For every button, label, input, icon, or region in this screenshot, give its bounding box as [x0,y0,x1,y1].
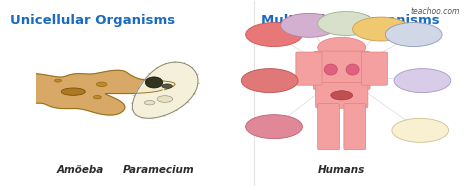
Circle shape [55,79,62,82]
FancyBboxPatch shape [296,52,322,85]
Circle shape [246,115,302,139]
Text: teachoo.com: teachoo.com [410,7,459,16]
Text: Amöeba: Amöeba [56,165,103,174]
Circle shape [281,13,337,37]
Ellipse shape [146,77,163,88]
FancyBboxPatch shape [361,52,388,85]
Text: Paramecium: Paramecium [123,165,194,174]
Circle shape [246,23,302,47]
Circle shape [318,12,374,36]
FancyBboxPatch shape [316,82,368,108]
Circle shape [353,17,410,41]
Circle shape [157,96,173,102]
Ellipse shape [324,64,337,75]
Ellipse shape [346,64,359,75]
Polygon shape [0,70,175,115]
Polygon shape [132,62,198,118]
Text: Multicellular Organisms: Multicellular Organisms [261,14,440,27]
Circle shape [162,84,173,88]
FancyBboxPatch shape [313,51,370,90]
Text: Humans: Humans [318,165,365,174]
Circle shape [392,118,448,142]
Circle shape [318,37,365,58]
FancyBboxPatch shape [318,104,339,150]
Circle shape [241,69,298,93]
Text: Unicellular Organisms: Unicellular Organisms [10,14,175,27]
Circle shape [394,69,451,93]
Ellipse shape [331,91,353,100]
FancyBboxPatch shape [344,104,365,150]
Circle shape [93,96,101,99]
Ellipse shape [61,88,85,95]
Circle shape [385,23,442,47]
Circle shape [145,100,155,105]
Circle shape [96,82,107,87]
